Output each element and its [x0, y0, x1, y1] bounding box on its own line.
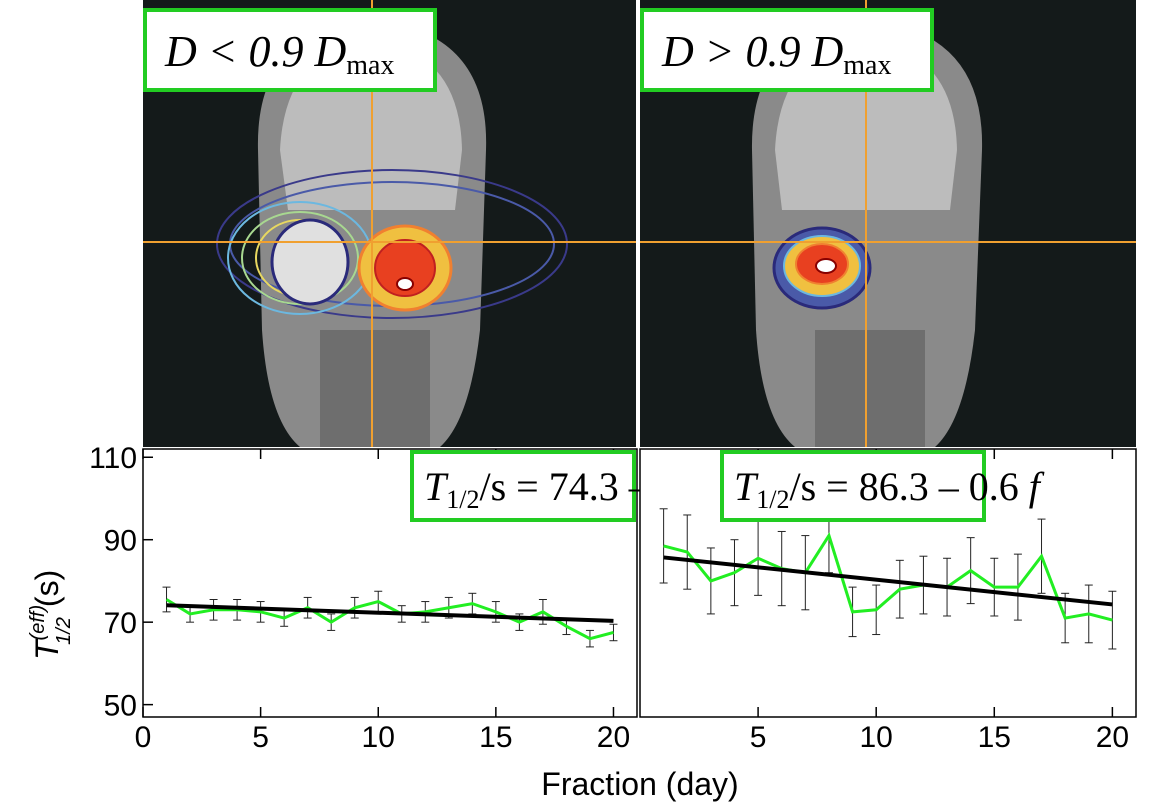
- x-tick-label: 0: [135, 721, 152, 754]
- fit-equation: T1/2/s = 86.3 – 0.6 f: [734, 464, 1045, 514]
- y-tick-label: 110: [89, 442, 137, 475]
- x-axis-label: Fraction (day): [541, 766, 738, 802]
- data-line: [663, 532, 1113, 622]
- x-tick-label: 20: [1096, 721, 1129, 754]
- annotation-box: [720, 450, 986, 522]
- fit-line: [663, 555, 1113, 607]
- x-tick-label: 15: [479, 721, 512, 754]
- x-tick-label: 10: [362, 721, 395, 754]
- panel-label: D < 0.9 Dmax: [164, 27, 394, 81]
- x-tick-label: 10: [860, 721, 893, 754]
- x-tick-label: 5: [252, 721, 269, 754]
- x-tick-label: 5: [750, 721, 767, 754]
- y-tick-label: 70: [104, 607, 137, 640]
- x-tick-label: 20: [597, 721, 630, 754]
- data-line: [165, 598, 614, 641]
- annotation-box: [410, 450, 636, 522]
- y-tick-label: 90: [104, 525, 137, 558]
- fit-line: [166, 603, 614, 623]
- panel-label: D > 0.9 Dmax: [661, 27, 891, 81]
- label-box: [143, 8, 437, 92]
- label-box: [640, 8, 934, 92]
- y-tick-label: 50: [104, 690, 137, 723]
- x-tick-label: 15: [978, 721, 1011, 754]
- y-axis-label: T(eff) 1/2(s): [27, 570, 75, 660]
